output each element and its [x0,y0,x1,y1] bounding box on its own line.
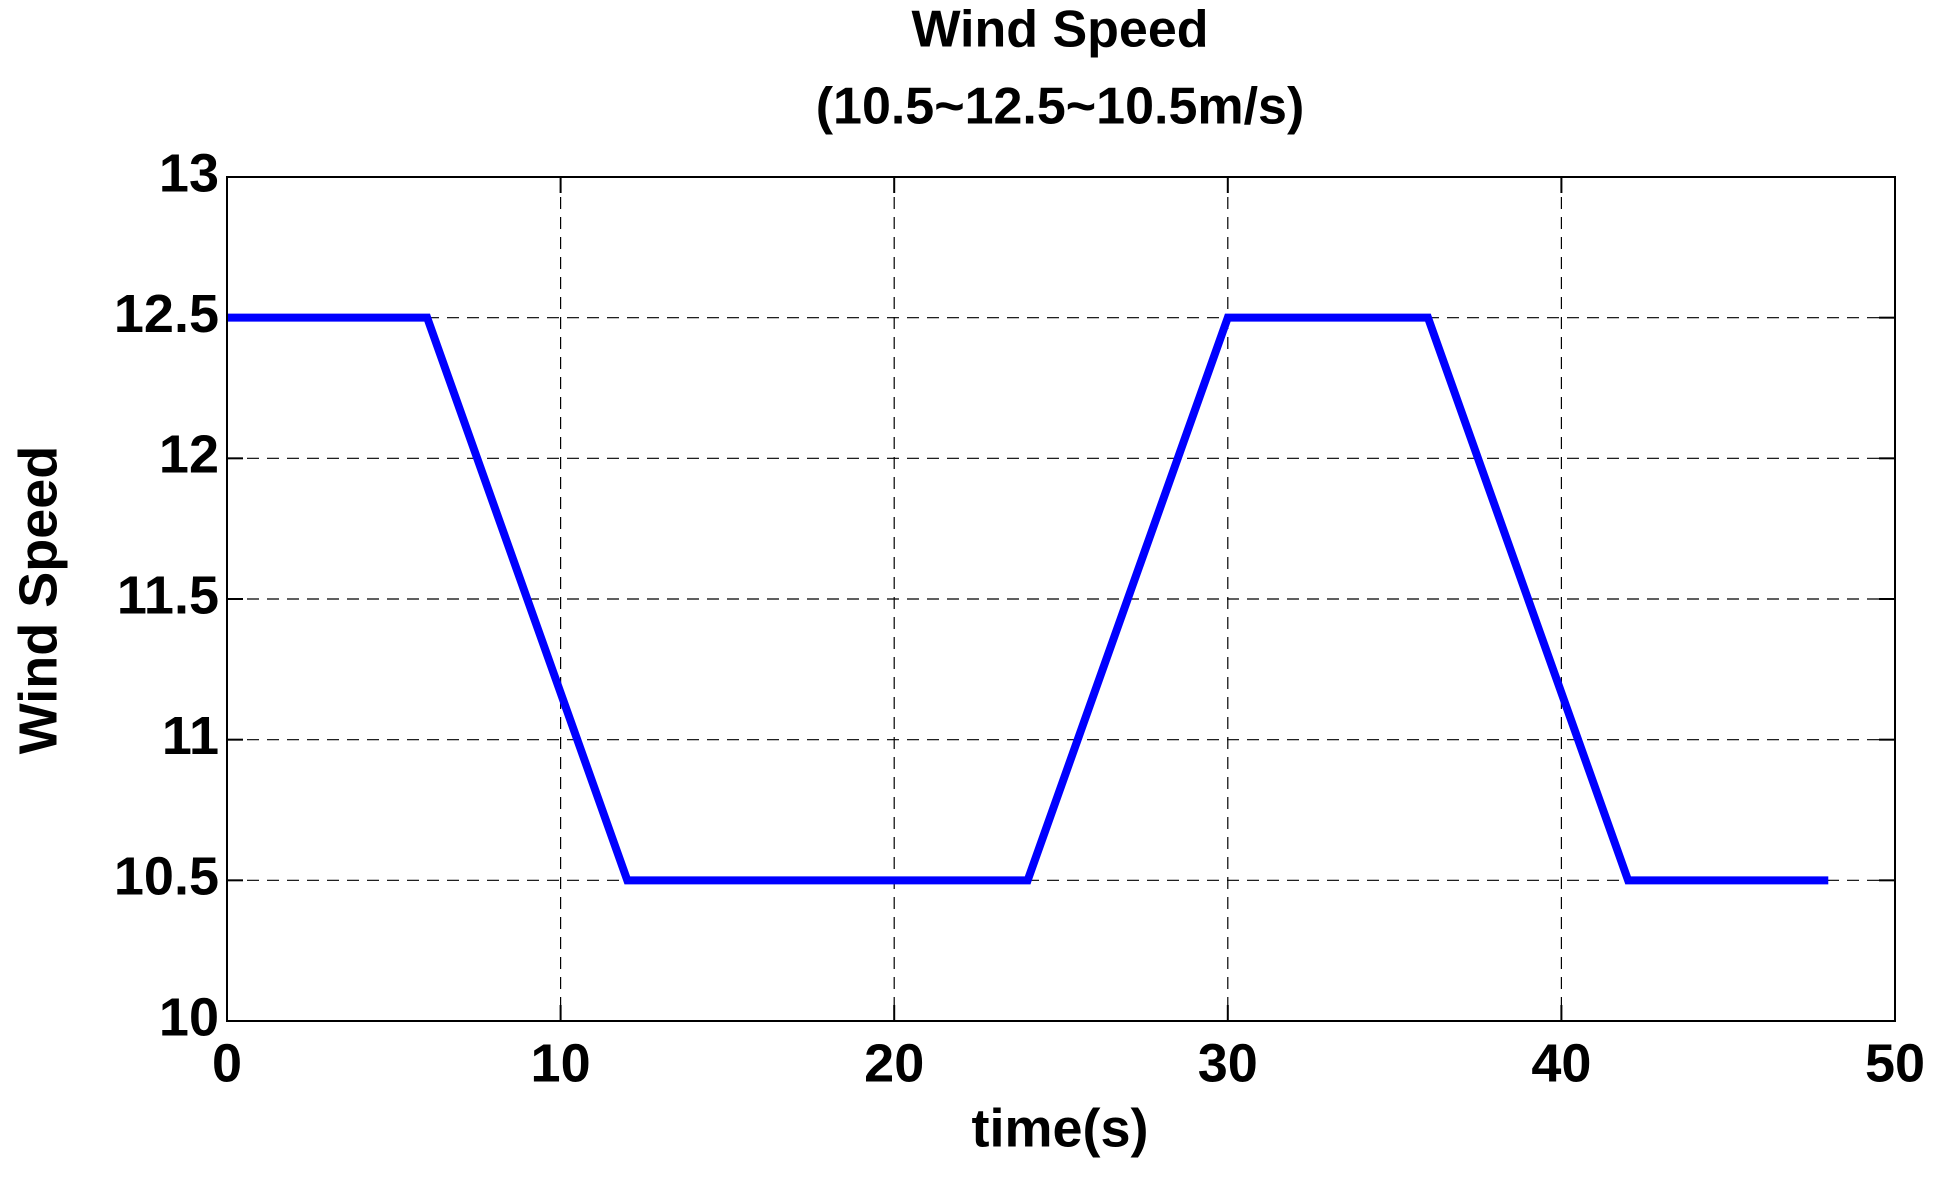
y-tick-label: 11.5 [117,565,219,625]
data-line [227,313,1829,885]
x-axis-label: time(s) [971,1098,1148,1158]
x-tick-label: 0 [212,1033,242,1093]
x-tick-label: 30 [1198,1033,1258,1093]
x-tick-label: 20 [864,1033,924,1093]
chart-title: Wind Speed [911,1,1208,59]
y-tick-label: 12 [159,425,219,485]
x-tick-label: 10 [531,1033,591,1093]
y-tick-label: 13 [159,143,219,203]
axes-box [226,176,1896,1022]
chart-subtitle: (10.5~12.5~10.5m/s) [816,78,1305,136]
x-tick-label: 40 [1531,1033,1591,1093]
y-tick-label: 10 [159,987,219,1047]
plot-area [227,313,1829,885]
y-tick-label: 10.5 [114,847,219,907]
y-tick-label: 12.5 [114,284,219,344]
y-tick-label: 11 [162,706,219,766]
y-axis-label: Wind Speed [8,446,68,755]
x-tick-label: 50 [1865,1033,1925,1093]
